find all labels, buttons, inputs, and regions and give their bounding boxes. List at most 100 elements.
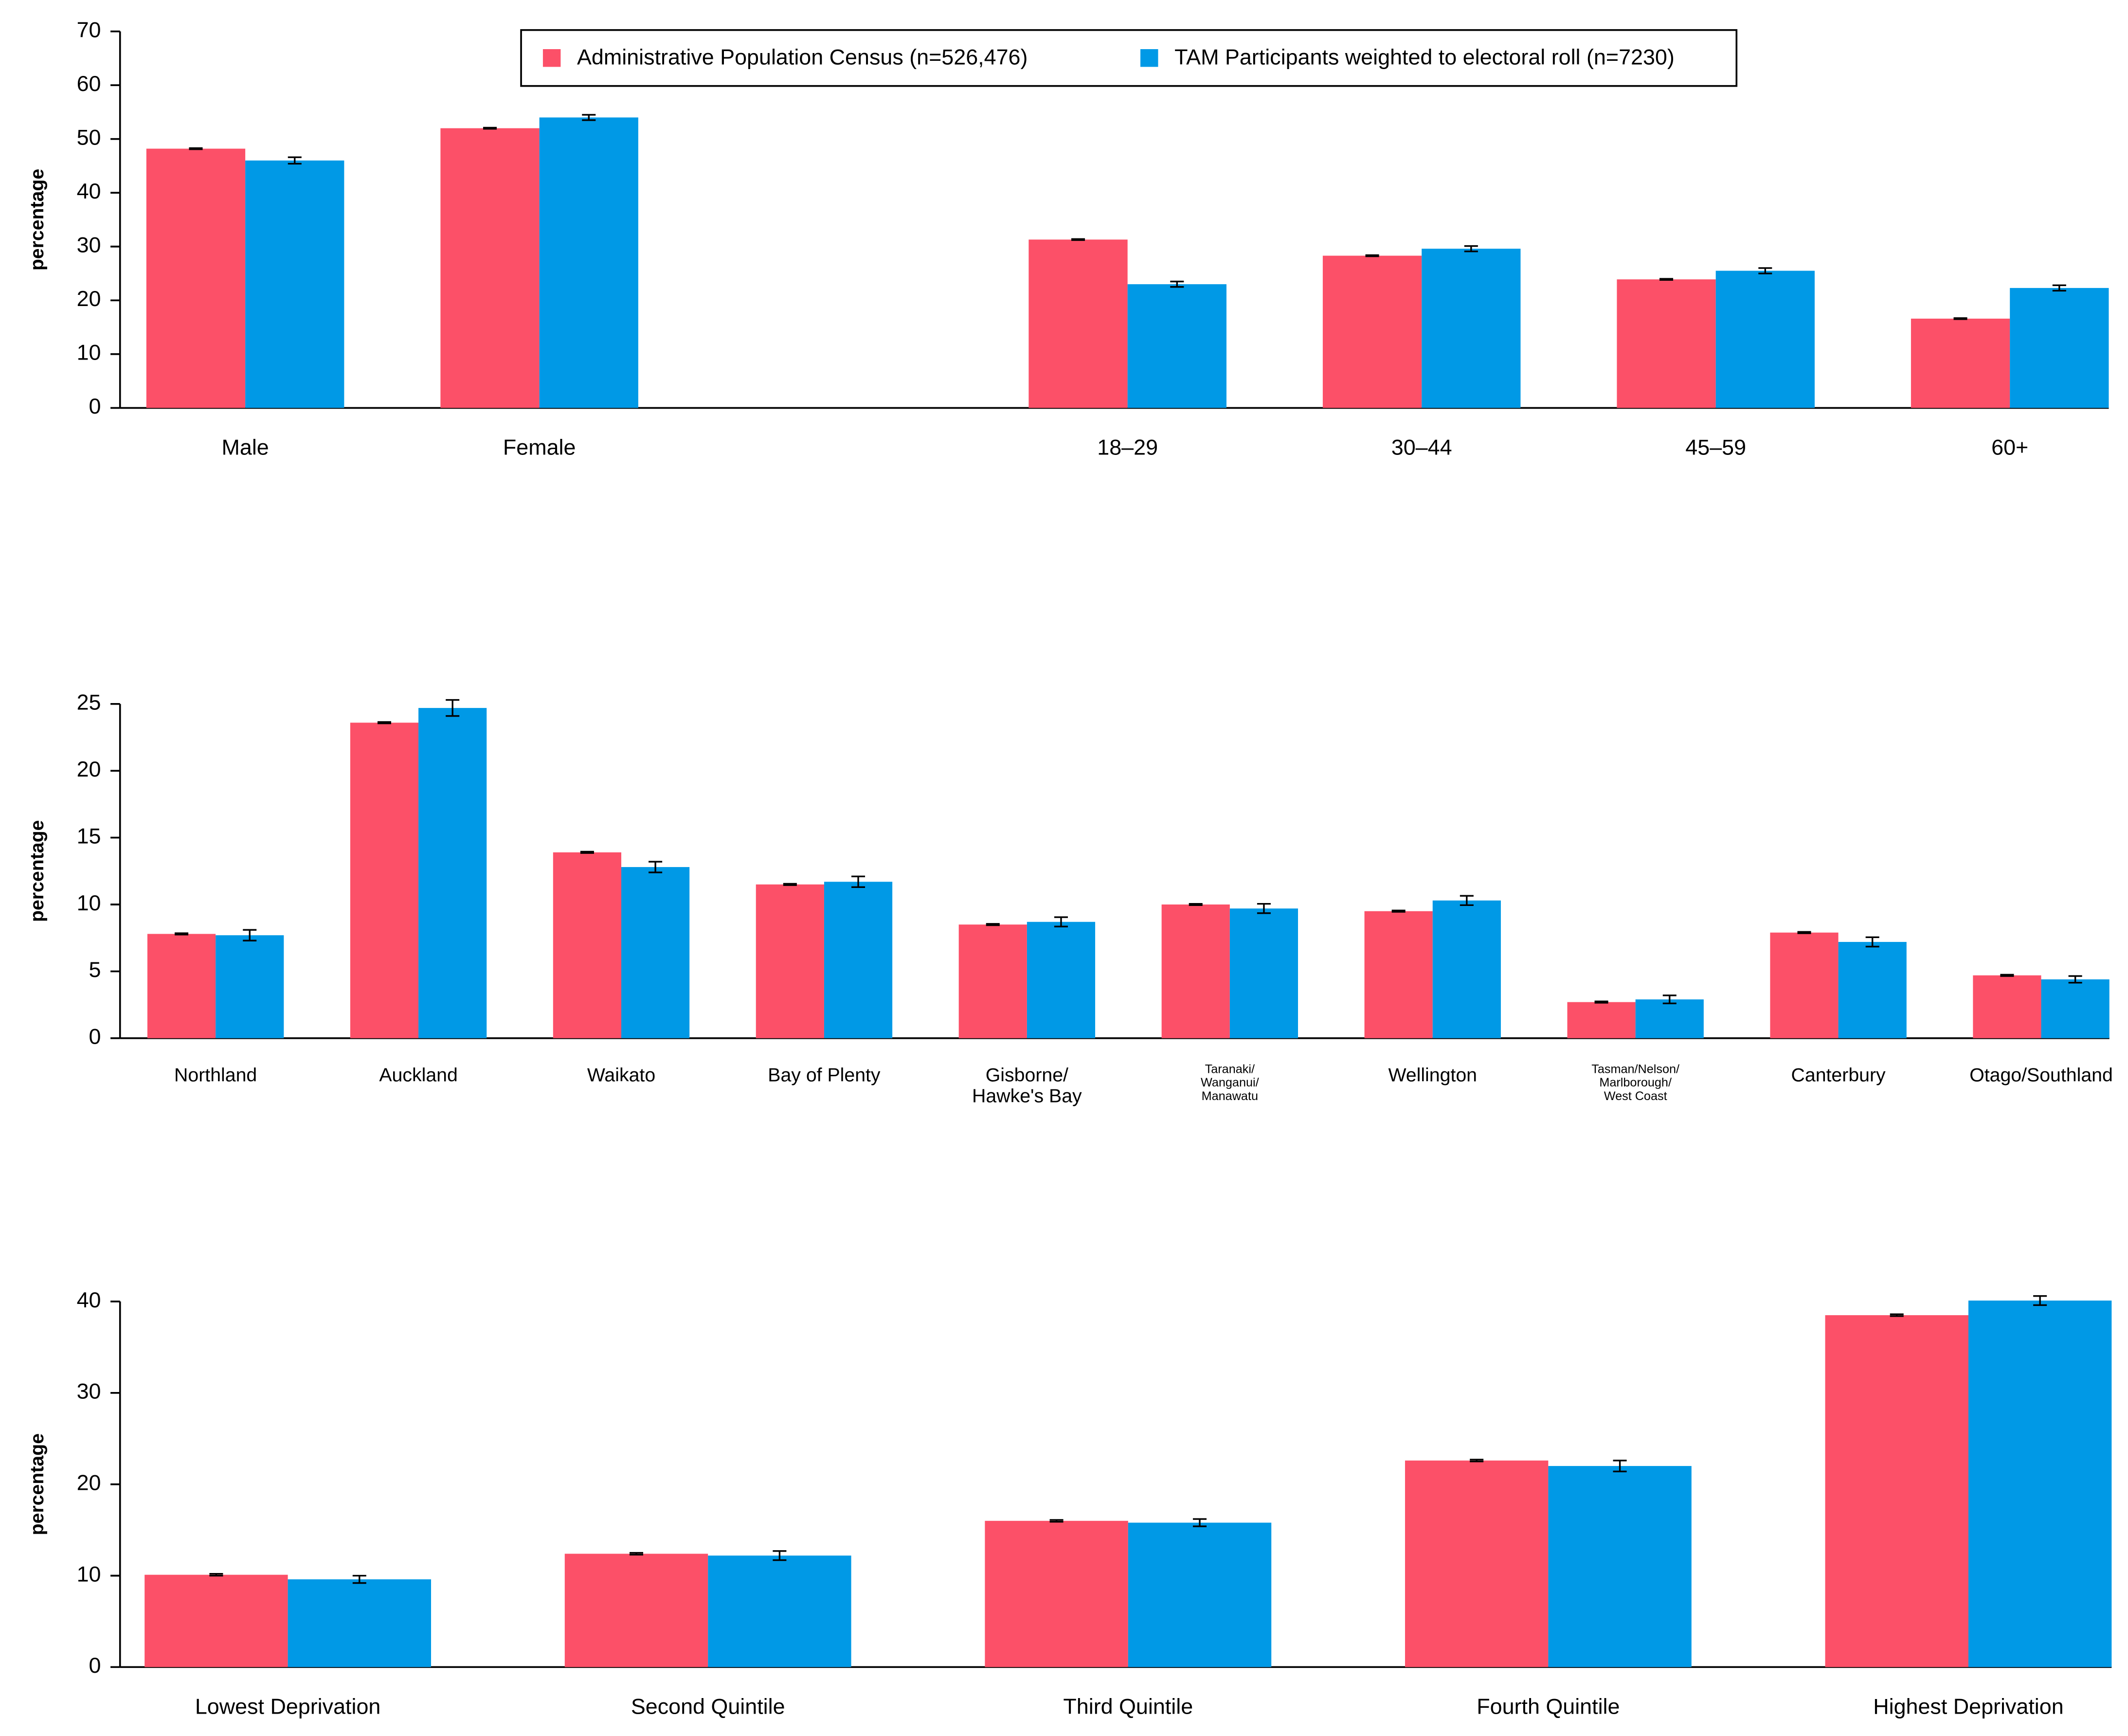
y-tick-label: 0 [89, 1024, 101, 1049]
bar [708, 1555, 851, 1667]
y-tick-label: 50 [77, 125, 101, 149]
bar [418, 708, 487, 1038]
error-bar [1049, 1519, 1064, 1523]
y-tick-label: 10 [77, 340, 101, 365]
x-tick-label: Third Quintile [1063, 1694, 1193, 1718]
x-tick-label: Canterbury [1791, 1065, 1886, 1086]
x-tick-label: Gisborne/Hawke's Bay [972, 1065, 1082, 1107]
error-bar [1758, 267, 1772, 274]
error-bar [1797, 931, 1811, 934]
y-tick-label: 10 [77, 890, 101, 915]
x-tick-label: Bay of Plenty [768, 1065, 881, 1086]
bar [756, 884, 824, 1038]
bar [1548, 1466, 1692, 1667]
error-bar [1953, 317, 1967, 320]
x-tick-label: Waikato [587, 1065, 655, 1086]
bar [1617, 279, 1716, 408]
error-bar [243, 929, 257, 941]
legend-swatch [1140, 49, 1158, 67]
x-tick-label: Wellington [1388, 1065, 1477, 1086]
bar [539, 117, 638, 408]
error-bar [629, 1552, 644, 1555]
bar [958, 924, 1027, 1038]
error-bar [580, 850, 594, 854]
bar [1715, 271, 1815, 408]
x-tick-label: 18–29 [1097, 434, 1158, 459]
bar [1838, 941, 1907, 1038]
legend-label: TAM Participants weighted to electoral r… [1174, 44, 1675, 69]
x-tick-label: 30–44 [1391, 434, 1452, 459]
x-tick-label: Auckland [379, 1065, 457, 1086]
x-tick-label: Female [503, 434, 576, 459]
x-tick-label: Male [222, 434, 269, 459]
y-axis-label: percentage [26, 1433, 48, 1535]
error-bar [1071, 238, 1085, 241]
error-bar [986, 923, 1000, 926]
error-bar [1054, 916, 1068, 928]
error-bar [1890, 1313, 1904, 1317]
y-tick-label: 40 [77, 179, 101, 203]
bar [1567, 1002, 1636, 1038]
error-bar [1170, 280, 1184, 288]
bar [350, 723, 419, 1038]
error-bar [851, 875, 866, 888]
error-bar [446, 699, 460, 717]
error-bar [352, 1574, 366, 1584]
bar [1973, 975, 2041, 1038]
bar [1422, 249, 1521, 408]
y-axis-label: percentage [26, 169, 48, 271]
bar [1968, 1301, 2112, 1667]
error-bar [1470, 1459, 1484, 1463]
error-bar [1659, 278, 1674, 281]
bar [1432, 900, 1501, 1038]
x-tick-label: Second Quintile [631, 1694, 785, 1718]
y-tick-label: 25 [77, 690, 101, 715]
error-bar [649, 861, 663, 873]
bar [1161, 904, 1230, 1038]
y-tick-label: 20 [77, 286, 101, 311]
bar [1635, 999, 1704, 1038]
y-tick-label: 30 [77, 233, 101, 257]
bar [1770, 932, 1839, 1038]
legend-label: Administrative Population Census (n=526,… [577, 44, 1028, 69]
error-bar [1391, 909, 1406, 913]
x-tick-label: Otago/Southland [1969, 1065, 2113, 1086]
bar [288, 1579, 432, 1667]
bar [1127, 284, 1226, 408]
error-bar [2000, 974, 2014, 977]
y-tick-label: 5 [89, 957, 101, 982]
error-bar [1192, 1518, 1207, 1527]
error-bar [1865, 936, 1879, 948]
x-tick-label: Northland [174, 1065, 257, 1086]
bar [621, 867, 690, 1038]
error-bar [1189, 903, 1203, 906]
legend-box [520, 29, 1738, 87]
x-tick-label: Taranaki/Wanganui/Manawatu [1201, 1062, 1259, 1103]
legend: Administrative Population Census (n=526,… [520, 29, 1738, 87]
y-tick-label: 15 [77, 823, 101, 848]
y-axis-label: percentage [26, 820, 48, 922]
y-tick-label: 30 [77, 1379, 101, 1404]
bar [564, 1554, 708, 1667]
error-bar [2033, 1295, 2047, 1306]
legend-swatch [542, 49, 561, 67]
bar [553, 852, 622, 1038]
x-tick-label: 60+ [1991, 434, 2028, 459]
error-bar [288, 156, 302, 165]
bar [824, 882, 893, 1038]
error-bar [1460, 895, 1474, 906]
bar [985, 1520, 1128, 1667]
error-bar [483, 127, 497, 130]
x-tick-label: Tasman/Nelson/Marlborough/West Coast [1591, 1062, 1679, 1103]
bar [1911, 318, 2010, 408]
x-tick-label: Lowest Deprivation [195, 1694, 381, 1718]
error-bar [1662, 995, 1677, 1005]
bar [1027, 922, 1096, 1038]
error-bar [783, 883, 797, 886]
bar [1405, 1460, 1549, 1667]
error-bar [189, 147, 203, 150]
bar [146, 148, 246, 408]
y-tick-label: 10 [77, 1561, 101, 1586]
x-tick-label: Fourth Quintile [1477, 1694, 1620, 1718]
